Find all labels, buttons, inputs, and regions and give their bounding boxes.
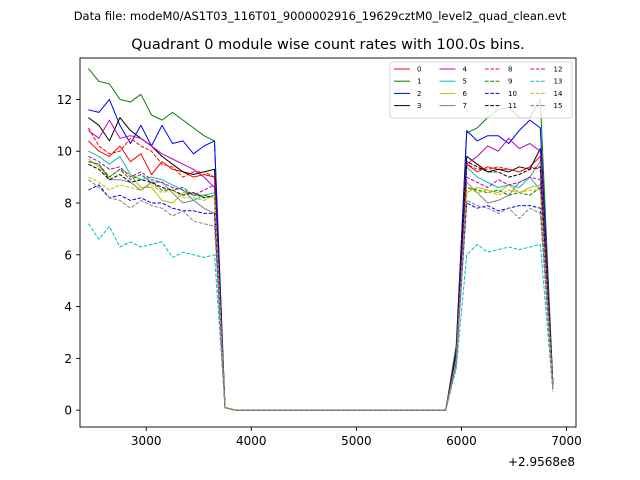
legend-label-8: 8 [508, 66, 512, 74]
series-line-15 [88, 179, 554, 411]
legend-label-11: 11 [508, 102, 517, 110]
legend-label-13: 13 [554, 78, 563, 86]
legend-label-2: 2 [417, 90, 421, 98]
axes-frame [79, 57, 577, 428]
legend-label-0: 0 [417, 66, 421, 74]
chart-title: Quadrant 0 module wise count rates with … [131, 37, 525, 53]
legend-label-5: 5 [463, 78, 467, 86]
suptitle: Data file: modeM0/AS1T03_116T01_90000029… [74, 9, 567, 23]
legend-label-7: 7 [463, 102, 467, 110]
legend-label-10: 10 [508, 90, 517, 98]
y-tick-label: 2 [64, 352, 72, 366]
y-tick-label: 12 [57, 93, 72, 107]
x-tick-label: 6000 [446, 434, 477, 448]
legend-label-9: 9 [508, 78, 512, 86]
y-tick-label: 6 [64, 248, 72, 262]
legend-box [389, 61, 573, 119]
legend-label-14: 14 [554, 90, 563, 98]
x-tick-label: 4000 [236, 434, 267, 448]
y-tick-label: 4 [64, 300, 72, 314]
x-offset-label: +2.9568e8 [508, 455, 575, 469]
y-tick-label: 8 [64, 197, 72, 211]
legend-label-3: 3 [417, 102, 421, 110]
legend-label-6: 6 [463, 90, 468, 98]
series-line-10 [88, 184, 554, 411]
x-tick-label: 7000 [551, 434, 582, 448]
legend-label-4: 4 [463, 66, 468, 74]
x-tick-label: 5000 [341, 434, 372, 448]
legend-label-15: 15 [554, 102, 563, 110]
x-tick-label: 3000 [131, 434, 162, 448]
legend-label-1: 1 [417, 78, 421, 86]
series-layer [87, 68, 554, 411]
legend-label-12: 12 [554, 66, 563, 74]
y-tick-label: 10 [57, 145, 72, 159]
y-tick-label: 0 [64, 404, 72, 418]
